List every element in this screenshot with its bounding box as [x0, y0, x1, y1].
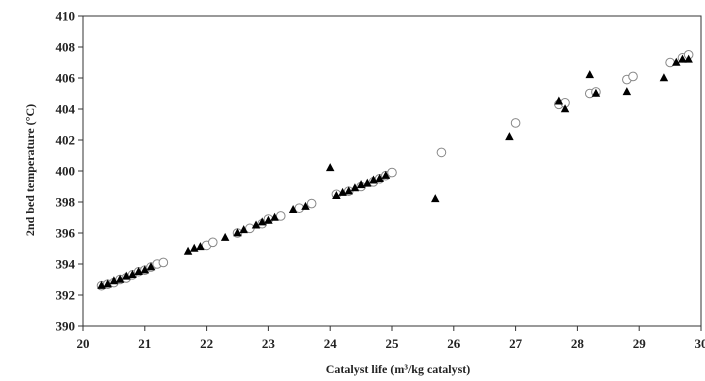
x-tick-label: 20	[77, 336, 90, 351]
triangle-data-point	[363, 178, 372, 187]
circle-data-point	[510, 118, 521, 128]
triangle-data-point	[325, 163, 335, 172]
triangle-data-point	[381, 170, 391, 179]
triangle-data-point	[97, 280, 106, 289]
y-tick-label: 404	[56, 102, 76, 117]
x-tick-label: 25	[386, 336, 400, 351]
triangle-data-point	[560, 104, 570, 113]
triangle-data-point	[251, 220, 261, 229]
circle-data-point	[628, 71, 638, 82]
triangle-data-point	[659, 73, 669, 82]
triangle-data-point	[622, 87, 632, 96]
triangle-data-point	[239, 225, 248, 234]
triangle-data-point	[146, 262, 156, 271]
y-tick-label: 396	[56, 226, 76, 241]
triangle-data-point	[672, 57, 681, 66]
triangle-data-point	[332, 191, 341, 199]
y-tick-label: 400	[56, 164, 76, 179]
triangle-data-point	[233, 228, 242, 237]
y-tick-label: 402	[56, 133, 76, 148]
y-tick-label: 410	[56, 9, 76, 24]
y-tick-label: 408	[56, 40, 76, 55]
x-tick-label: 26	[447, 336, 461, 351]
x-tick-label: 24	[324, 336, 338, 351]
circle-data-point	[275, 211, 286, 221]
triangle-data-point	[591, 88, 601, 97]
y-tick-label: 406	[56, 71, 76, 86]
triangle-data-point	[678, 54, 687, 63]
triangle-data-point	[684, 54, 693, 63]
triangle-data-point	[220, 232, 230, 241]
triangle-data-point	[270, 212, 279, 221]
triangle-data-point	[344, 186, 353, 195]
triangle-data-point	[103, 279, 112, 288]
triangle-data-point	[196, 242, 205, 251]
x-tick-label: 28	[571, 336, 585, 351]
circle-data-point	[158, 257, 169, 268]
triangle-data-point	[369, 175, 378, 184]
triangle-data-point	[134, 266, 143, 275]
x-tick-label: 22	[200, 336, 213, 351]
circle-data-point	[387, 167, 397, 178]
x-tick-label: 30	[695, 336, 705, 351]
triangle-data-point	[301, 201, 310, 210]
x-tick-label: 21	[138, 336, 151, 351]
triangle-data-point	[140, 265, 150, 274]
triangle-data-point	[264, 215, 273, 224]
y-tick-label: 392	[56, 288, 76, 303]
circle-data-point	[306, 198, 317, 209]
triangle-data-point	[189, 243, 199, 252]
triangle-data-point	[585, 70, 595, 79]
triangle-data-point	[128, 270, 137, 279]
triangle-data-point	[356, 180, 366, 189]
triangle-data-point	[431, 194, 440, 203]
triangle-data-point	[338, 187, 347, 196]
circle-data-point	[436, 147, 447, 158]
y-tick-label: 390	[56, 319, 76, 334]
triangle-data-point	[288, 204, 298, 213]
x-tick-label: 29	[633, 336, 647, 351]
triangle-data-point	[122, 271, 131, 280]
triangle-data-point	[109, 276, 119, 285]
triangle-data-point	[350, 183, 360, 192]
triangle-data-point	[375, 173, 384, 182]
y-tick-label: 398	[56, 195, 76, 210]
y-tick-label: 394	[56, 257, 76, 272]
x-axis-title: Catalyst life (m³/kg catalyst)	[326, 362, 471, 376]
x-tick-label: 23	[262, 336, 276, 351]
circle-data-point	[207, 237, 218, 248]
triangle-data-point	[505, 132, 514, 141]
triangle-data-point	[257, 217, 267, 226]
triangle-data-point	[115, 274, 125, 283]
y-axis-title: 2nd bed temperature (°C)	[23, 104, 37, 236]
triangle-data-point	[554, 96, 564, 105]
triangle-data-point	[183, 246, 193, 255]
x-tick-label: 27	[509, 336, 523, 351]
